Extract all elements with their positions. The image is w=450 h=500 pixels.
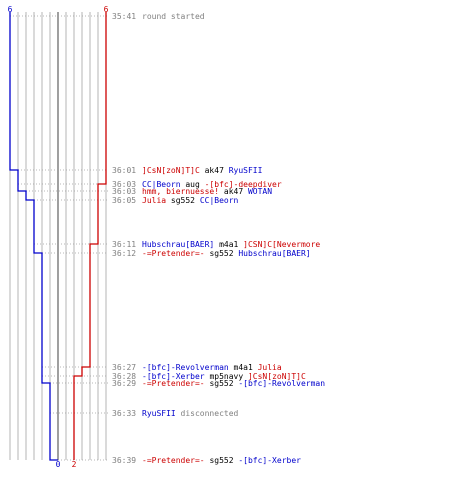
- event-text-part: m4a1: [214, 240, 243, 249]
- event-text: -=Pretender=- sg552 -[bfc]-Xerber: [142, 456, 301, 465]
- event-time: 35:41: [112, 12, 136, 21]
- event-text-part: disconnected: [176, 409, 239, 418]
- event-text-part: -=Pretender=-: [142, 379, 205, 388]
- blue-team-line: [9, 12, 58, 461]
- event-text: RyuSFII disconnected: [142, 409, 239, 418]
- event-text-part: -[bfc]-Revolverman: [238, 379, 325, 388]
- event-text-part: Hubschrau[BAER]: [142, 240, 214, 249]
- event-text-part: mp5navy: [205, 372, 248, 381]
- event-text-part: sg552: [205, 456, 239, 465]
- event-text: -[bfc]-Revolverman m4a1 Julia: [142, 363, 282, 372]
- event-text-part: -=Pretender=-: [142, 456, 205, 465]
- event-text-part: -=Pretender=-: [142, 249, 205, 258]
- event-time: 36:01: [112, 166, 136, 175]
- event-text-part: m4a1: [229, 363, 258, 372]
- event-time: 36:27: [112, 363, 136, 372]
- event-text: Julia sg552 CC|Beorn: [142, 196, 239, 205]
- event-time: 36:03: [112, 180, 136, 189]
- event-time: 36:28: [112, 372, 136, 381]
- event-text-part: CC|Beorn: [142, 180, 181, 189]
- event-text-part: ak47: [219, 187, 248, 196]
- blue-end-count: 0: [56, 460, 61, 469]
- event-time: 36:12: [112, 249, 136, 258]
- event-time: 36:29: [112, 379, 136, 388]
- event-text-part: hmm, biernuesse!: [142, 187, 219, 196]
- red-start-count: 6: [104, 5, 109, 14]
- red-end-count: 2: [72, 460, 77, 469]
- blue-start-count: 6: [8, 5, 13, 14]
- event-text: round started: [142, 12, 205, 21]
- event-text-part: sg552: [166, 196, 200, 205]
- event-text-part: Julia: [258, 363, 282, 372]
- event-text: -=Pretender=- sg552 -[bfc]-Revolverman: [142, 379, 325, 388]
- event-text-part: -[bfc]-deepdiver: [205, 180, 282, 189]
- event-text-part: ]CSN]C[Nevermore: [243, 240, 320, 249]
- event-text-part: ak47: [200, 166, 229, 175]
- event-text: CC|Beorn aug -[bfc]-deepdiver: [142, 180, 282, 189]
- event-text-part: -[bfc]-Xerber: [142, 372, 205, 381]
- event-time: 36:11: [112, 240, 136, 249]
- event-text-part: WOTAN: [248, 187, 272, 196]
- event-text-part: -[bfc]-Xerber: [238, 456, 301, 465]
- event-text-part: sg552: [205, 249, 239, 258]
- event-text-part: RyuSFII: [229, 166, 263, 175]
- event-text-part: -[bfc]-Revolverman: [142, 363, 229, 372]
- event-text-part: round started: [142, 12, 205, 21]
- event-text: Hubschrau[BAER] m4a1 ]CSN]C[Nevermore: [142, 240, 320, 249]
- event-text: -=Pretender=- sg552 Hubschrau[BAER]: [142, 249, 311, 258]
- event-text-part: CC|Beorn: [200, 196, 239, 205]
- event-text-part: aug: [181, 180, 205, 189]
- event-text-part: sg552: [205, 379, 239, 388]
- event-text: hmm, biernuesse! ak47 WOTAN: [142, 187, 272, 196]
- event-time: 36:39: [112, 456, 136, 465]
- event-text-part: Julia: [142, 196, 166, 205]
- event-text-part: ]CsN[zoN]T]C: [142, 166, 200, 175]
- event-time: 36:03: [112, 187, 136, 196]
- event-text: -[bfc]-Xerber mp5navy ]CsN[zoN]T]C: [142, 372, 306, 381]
- event-text-part: Hubschrau[BAER]: [238, 249, 310, 258]
- event-time: 36:05: [112, 196, 136, 205]
- event-text: ]CsN[zoN]T]C ak47 RyuSFII: [142, 166, 263, 175]
- event-time: 36:33: [112, 409, 136, 418]
- event-text-part: ]CsN[zoN]T]C: [248, 372, 306, 381]
- red-team-line: [73, 12, 107, 460]
- event-text-part: RyuSFII: [142, 409, 176, 418]
